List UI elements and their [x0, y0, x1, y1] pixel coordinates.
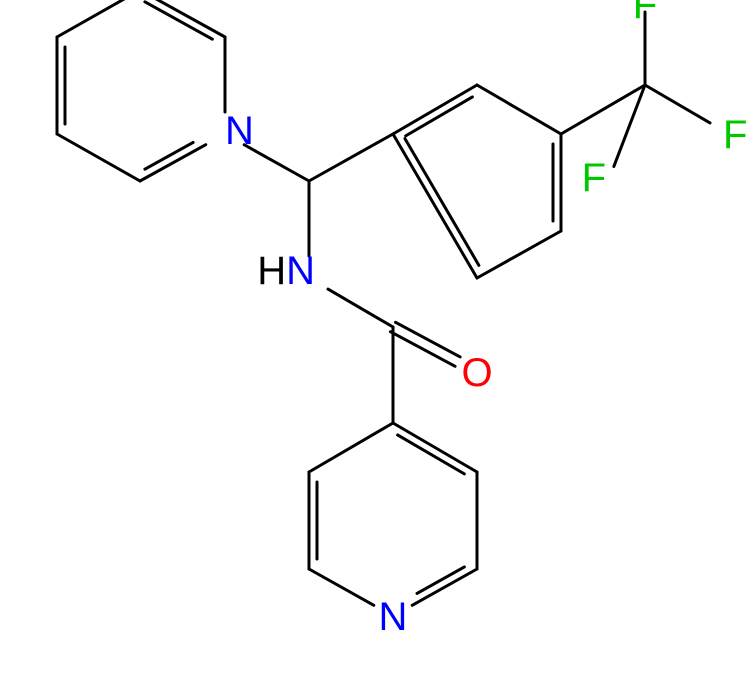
molecule-diagram: N HN O N F F F — [0, 0, 755, 680]
atom-N15: N — [379, 595, 408, 639]
atom-N8: HN — [257, 249, 315, 293]
atom-O11: O — [461, 351, 492, 395]
atom-F25: F — [582, 156, 606, 200]
atom-F24: F — [633, 0, 657, 27]
atom-F23: F — [723, 113, 747, 157]
atom-N1: N — [225, 109, 254, 153]
